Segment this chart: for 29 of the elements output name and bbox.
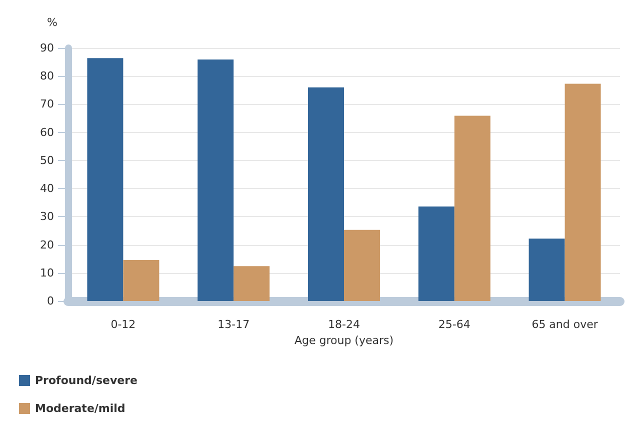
y-tick-label: 40 — [40, 182, 54, 196]
y-tick-label: 70 — [40, 98, 54, 111]
legend-label: Moderate/mild — [35, 402, 126, 415]
bar — [528, 238, 565, 301]
bar — [123, 260, 160, 301]
y-tick-label: 90 — [40, 42, 54, 54]
x-tick-label: 0-12 — [110, 318, 136, 331]
y-tick-label: 20 — [40, 238, 54, 252]
legend-label: Profound/severe — [35, 374, 138, 387]
bar — [564, 84, 601, 301]
bar — [418, 206, 454, 301]
y-tick-label: 60 — [40, 126, 54, 139]
bar — [308, 87, 344, 301]
x-tick-label: 65 and over — [532, 318, 598, 331]
bar — [344, 230, 380, 301]
bar — [234, 266, 270, 301]
bar — [454, 116, 490, 301]
y-tick-label: 30 — [40, 210, 54, 224]
y-tick-label: 50 — [40, 154, 54, 167]
x-tick-label: 13-17 — [218, 318, 250, 331]
y-tick-label: 0 — [47, 294, 54, 308]
bar — [198, 60, 234, 301]
x-axis-title: Age group (years) — [294, 334, 394, 347]
y-axis-title: % — [47, 16, 58, 29]
y-tick-label: 80 — [40, 70, 54, 83]
x-tick-label: 18-24 — [328, 318, 360, 331]
x-tick-label: 25-64 — [438, 318, 470, 331]
bar — [87, 58, 124, 301]
y-tick-label: 10 — [40, 266, 54, 280]
